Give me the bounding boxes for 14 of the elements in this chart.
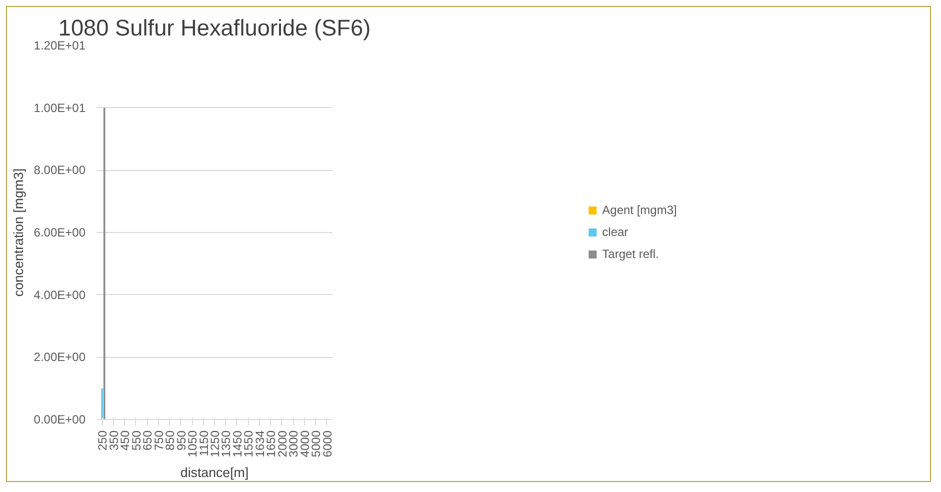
y-tick-label: 2.00E+00: [34, 350, 86, 364]
y-axis-title: concentration [mgm3]: [10, 168, 26, 297]
x-axis-title: distance[m]: [180, 465, 249, 480]
y-tick-label: 4.00E+00: [34, 288, 86, 302]
y-tick-label: 1.20E+01: [34, 38, 86, 52]
x-tick-label: 1250: [208, 430, 222, 458]
y-tick-label: 6.00E+00: [34, 226, 86, 240]
legend-label: clear: [602, 225, 628, 239]
y-tick-label: 8.00E+00: [34, 163, 86, 178]
y-tick-label: 1.00E+01: [34, 100, 86, 115]
legend-label: Target refl.: [602, 247, 659, 261]
legend-label: Agent [mgm3]: [602, 203, 677, 217]
y-tick-label: 0.00E+00: [34, 412, 86, 426]
chart-title: 1080 Sulfur Hexafluoride (SF6): [58, 14, 371, 40]
